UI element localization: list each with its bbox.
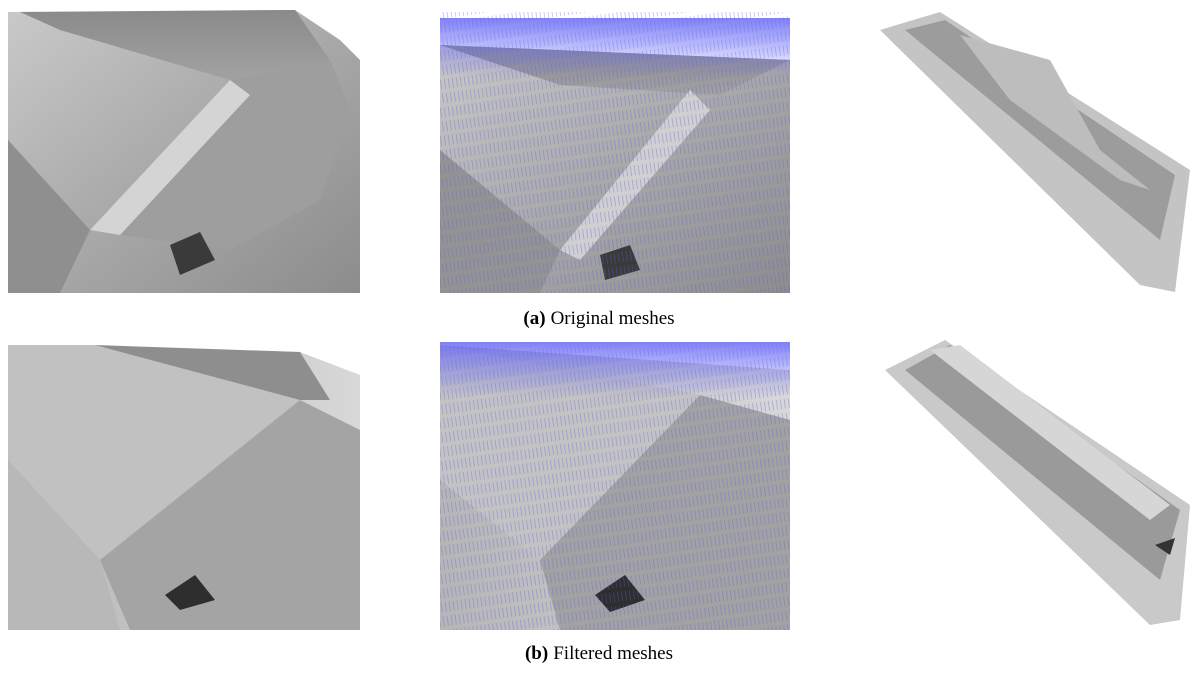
mesh-original-overview — [880, 12, 1190, 292]
mesh-original-closeup — [8, 10, 360, 293]
caption-text: Filtered meshes — [553, 643, 673, 664]
caption-label: (a) — [523, 308, 545, 329]
mesh-filtered-overview — [885, 340, 1190, 625]
mesh-images — [0, 0, 1198, 677]
mesh-filtered-closeup — [8, 345, 360, 630]
caption-text: Original meshes — [551, 308, 675, 329]
mesh-filtered-normals — [440, 342, 790, 630]
caption: (b)Filtered meshes — [0, 643, 1198, 665]
caption-label: (b) — [525, 643, 548, 664]
mesh-original-normals — [440, 12, 790, 293]
figure: (a) Original meshes (b)Filtered meshes — [0, 0, 1198, 677]
caption: (a) Original meshes — [0, 308, 1198, 330]
